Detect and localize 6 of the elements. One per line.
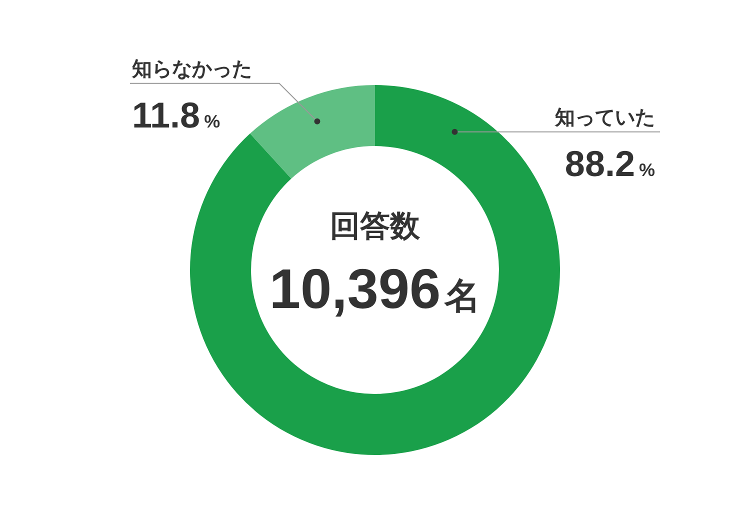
data-label: 88.2% <box>564 142 656 184</box>
text: 10,396名 <box>269 257 481 320</box>
slice-label: 知っていた <box>554 106 655 129</box>
slice-label: 知らなかった <box>131 58 252 80</box>
data-label: 11.8% <box>132 94 220 136</box>
text: 回答数 <box>330 210 421 243</box>
